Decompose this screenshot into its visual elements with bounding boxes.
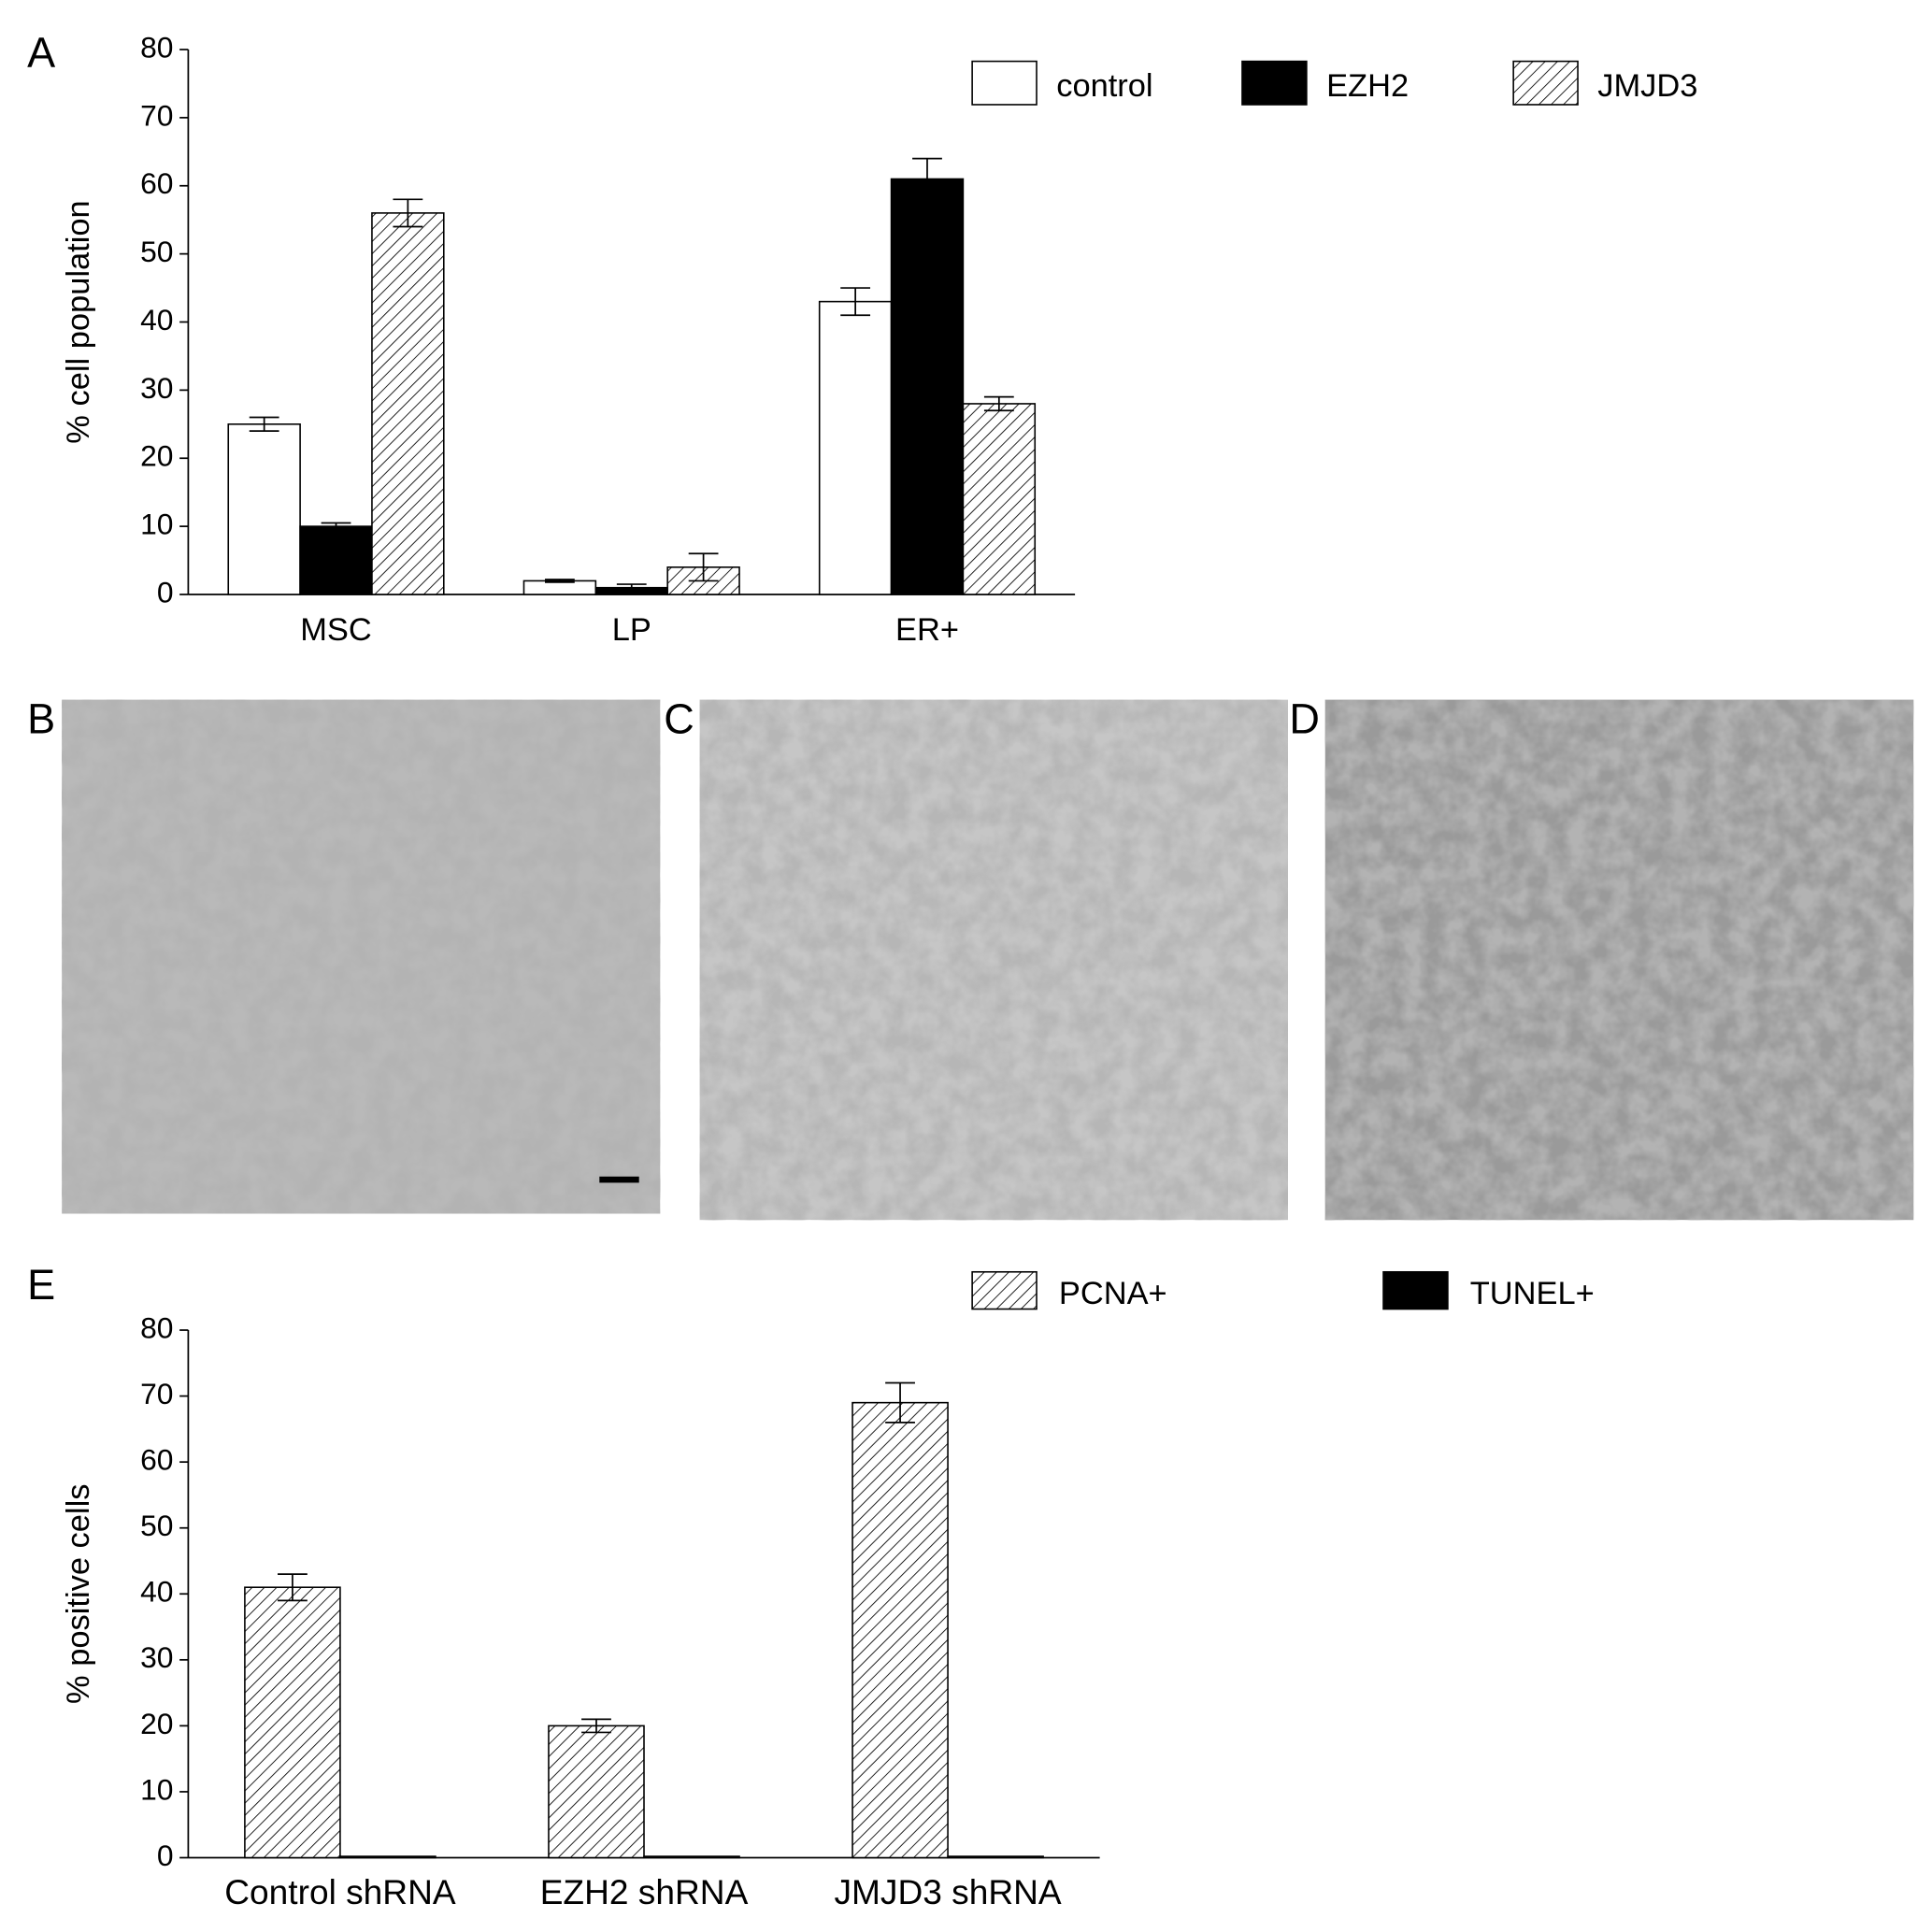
x-tick-label: ER+ bbox=[895, 612, 959, 648]
error-bar bbox=[840, 287, 871, 317]
error-bar bbox=[393, 198, 423, 228]
y-tick-label: 0 bbox=[157, 575, 174, 608]
x-tick-label: JMJD3 shRNA bbox=[834, 1872, 1061, 1911]
micrograph-b bbox=[62, 699, 661, 1214]
micrograph-c bbox=[699, 699, 1288, 1221]
panel-label: A bbox=[27, 29, 55, 77]
y-tick-label: 70 bbox=[140, 1377, 173, 1410]
legend-label: TUNEL+ bbox=[1470, 1276, 1595, 1311]
x-tick-label: EZH2 shRNA bbox=[540, 1872, 749, 1911]
legend-label: EZH2 bbox=[1326, 68, 1409, 104]
bar bbox=[643, 1855, 740, 1859]
bar bbox=[947, 1855, 1044, 1859]
legend-label: PCNA+ bbox=[1059, 1276, 1167, 1311]
x-tick-label: Control shRNA bbox=[224, 1872, 456, 1911]
error-bar bbox=[688, 552, 719, 582]
bar bbox=[227, 423, 301, 595]
y-tick-label: 40 bbox=[140, 303, 173, 336]
y-tick-label: 20 bbox=[140, 439, 173, 473]
error-bar bbox=[616, 583, 647, 593]
bar bbox=[339, 1855, 436, 1859]
error-bar bbox=[545, 579, 575, 583]
error-bar bbox=[249, 416, 279, 432]
error-bar bbox=[581, 1718, 611, 1734]
y-tick-label: 60 bbox=[140, 1443, 173, 1477]
y-tick-label: 20 bbox=[140, 1707, 173, 1740]
y-tick-label: 0 bbox=[157, 1839, 174, 1872]
y-tick-label: 40 bbox=[140, 1575, 173, 1609]
error-bar bbox=[885, 1381, 915, 1424]
micrograph-d bbox=[1324, 699, 1914, 1221]
y-tick-label: 10 bbox=[140, 508, 173, 541]
panel-label: E bbox=[27, 1261, 55, 1309]
y-tick-label: 80 bbox=[140, 1310, 173, 1344]
x-tick-label: LP bbox=[612, 612, 651, 648]
y-tick-label: 30 bbox=[140, 371, 173, 405]
y-tick-label: 60 bbox=[140, 166, 173, 200]
legend-swatch bbox=[1382, 1270, 1449, 1310]
error-bar bbox=[983, 395, 1014, 412]
y-axis-title: % cell population bbox=[61, 200, 96, 443]
panel-label: B bbox=[27, 694, 55, 742]
error-bar bbox=[912, 157, 942, 201]
bar bbox=[852, 1401, 949, 1859]
bar bbox=[818, 300, 893, 595]
bar bbox=[548, 1724, 645, 1859]
x-tick-label: MSC bbox=[300, 612, 372, 648]
bar bbox=[371, 212, 445, 595]
y-tick-label: 30 bbox=[140, 1640, 173, 1674]
legend-swatch bbox=[1241, 60, 1308, 106]
y-tick-label: 50 bbox=[140, 235, 173, 268]
y-tick-label: 70 bbox=[140, 98, 173, 132]
bar bbox=[244, 1586, 341, 1859]
y-tick-label: 10 bbox=[140, 1772, 173, 1806]
legend-label: JMJD3 bbox=[1597, 68, 1697, 104]
y-tick-label: 80 bbox=[140, 30, 173, 64]
legend-label: control bbox=[1056, 68, 1152, 104]
legend-swatch bbox=[1512, 60, 1579, 106]
panel-label: C bbox=[664, 694, 694, 742]
error-bar bbox=[321, 522, 351, 531]
bar bbox=[962, 403, 1037, 595]
legend-swatch bbox=[971, 1270, 1038, 1310]
panel-label: D bbox=[1289, 694, 1320, 742]
y-tick-label: 50 bbox=[140, 1509, 173, 1542]
legend-swatch bbox=[971, 60, 1038, 106]
error-bar bbox=[278, 1573, 308, 1602]
bar bbox=[890, 178, 965, 595]
bar bbox=[299, 525, 373, 595]
y-axis-title: % positive cells bbox=[61, 1484, 96, 1704]
